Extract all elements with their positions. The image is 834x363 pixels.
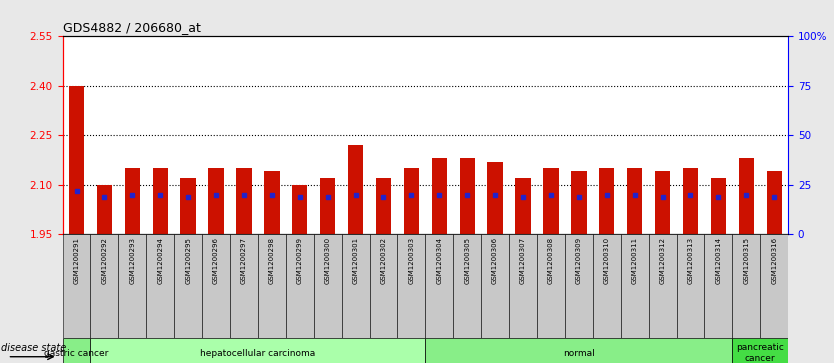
Bar [236, 168, 252, 234]
Bar [683, 168, 698, 234]
Text: GSM1200298: GSM1200298 [269, 237, 275, 284]
Text: hepatocellular carcinoma: hepatocellular carcinoma [200, 348, 315, 358]
Text: GSM1200308: GSM1200308 [548, 237, 554, 284]
Text: GSM1200303: GSM1200303 [409, 237, 414, 284]
Bar [711, 178, 726, 234]
Bar [146, 234, 174, 338]
Bar [509, 234, 537, 338]
Bar [208, 168, 224, 234]
Bar [676, 234, 705, 338]
Bar [655, 171, 671, 234]
Bar [453, 234, 481, 338]
Bar [90, 234, 118, 338]
Bar [487, 162, 503, 234]
Text: GSM1200302: GSM1200302 [380, 237, 386, 284]
Bar [153, 168, 168, 234]
Text: GSM1200312: GSM1200312 [660, 237, 666, 284]
Bar [202, 234, 230, 338]
Bar [342, 234, 369, 338]
Text: GSM1200299: GSM1200299 [297, 237, 303, 284]
Text: gastric cancer: gastric cancer [44, 348, 108, 358]
Bar [425, 234, 453, 338]
Text: GSM1200306: GSM1200306 [492, 237, 498, 284]
Bar [593, 234, 620, 338]
Bar [314, 234, 342, 338]
Text: pancreatic
cancer: pancreatic cancer [736, 343, 784, 363]
Bar [565, 234, 593, 338]
Text: GSM1200315: GSM1200315 [743, 237, 749, 284]
Text: normal: normal [563, 348, 595, 358]
Bar [460, 158, 475, 234]
Bar [627, 168, 642, 234]
Bar [404, 168, 419, 234]
Text: GSM1200304: GSM1200304 [436, 237, 442, 284]
Bar [537, 234, 565, 338]
Bar [292, 185, 308, 234]
Bar [761, 234, 788, 338]
Text: GDS4882 / 206680_at: GDS4882 / 206680_at [63, 21, 200, 34]
Bar [705, 234, 732, 338]
Bar [118, 234, 146, 338]
Text: disease state: disease state [1, 343, 67, 353]
Text: GSM1200292: GSM1200292 [102, 237, 108, 284]
Bar [766, 171, 781, 234]
Bar [515, 178, 530, 234]
Text: GSM1200296: GSM1200296 [213, 237, 219, 284]
Bar [180, 178, 196, 234]
Text: GSM1200291: GSM1200291 [73, 237, 79, 284]
Bar [398, 234, 425, 338]
Bar [63, 338, 90, 363]
Bar [425, 338, 732, 363]
Bar [69, 86, 84, 234]
Bar [286, 234, 314, 338]
Bar [90, 338, 425, 363]
Text: GSM1200310: GSM1200310 [604, 237, 610, 284]
Bar [124, 168, 140, 234]
Text: GSM1200311: GSM1200311 [631, 237, 638, 284]
Text: GSM1200316: GSM1200316 [771, 237, 777, 284]
Bar [599, 168, 615, 234]
Text: GSM1200314: GSM1200314 [716, 237, 721, 284]
Bar [63, 234, 90, 338]
Text: GSM1200313: GSM1200313 [687, 237, 693, 284]
Bar [258, 234, 286, 338]
Text: GSM1200301: GSM1200301 [353, 237, 359, 284]
Bar [97, 185, 112, 234]
Bar [376, 178, 391, 234]
Text: GSM1200307: GSM1200307 [520, 237, 526, 284]
Bar [348, 145, 364, 234]
Bar [230, 234, 258, 338]
Bar [174, 234, 202, 338]
Bar [432, 158, 447, 234]
Bar [320, 178, 335, 234]
Text: GSM1200295: GSM1200295 [185, 237, 191, 284]
Bar [620, 234, 649, 338]
Text: GSM1200305: GSM1200305 [465, 237, 470, 284]
Bar [739, 158, 754, 234]
Text: GSM1200309: GSM1200309 [575, 237, 582, 284]
Bar [732, 338, 788, 363]
Text: GSM1200294: GSM1200294 [158, 237, 163, 284]
Bar [264, 171, 279, 234]
Bar [481, 234, 509, 338]
Text: GSM1200293: GSM1200293 [129, 237, 135, 284]
Bar [571, 171, 586, 234]
Text: GSM1200297: GSM1200297 [241, 237, 247, 284]
Bar [543, 168, 559, 234]
Bar [649, 234, 676, 338]
Bar [369, 234, 398, 338]
Text: GSM1200300: GSM1200300 [324, 237, 330, 284]
Bar [732, 234, 761, 338]
